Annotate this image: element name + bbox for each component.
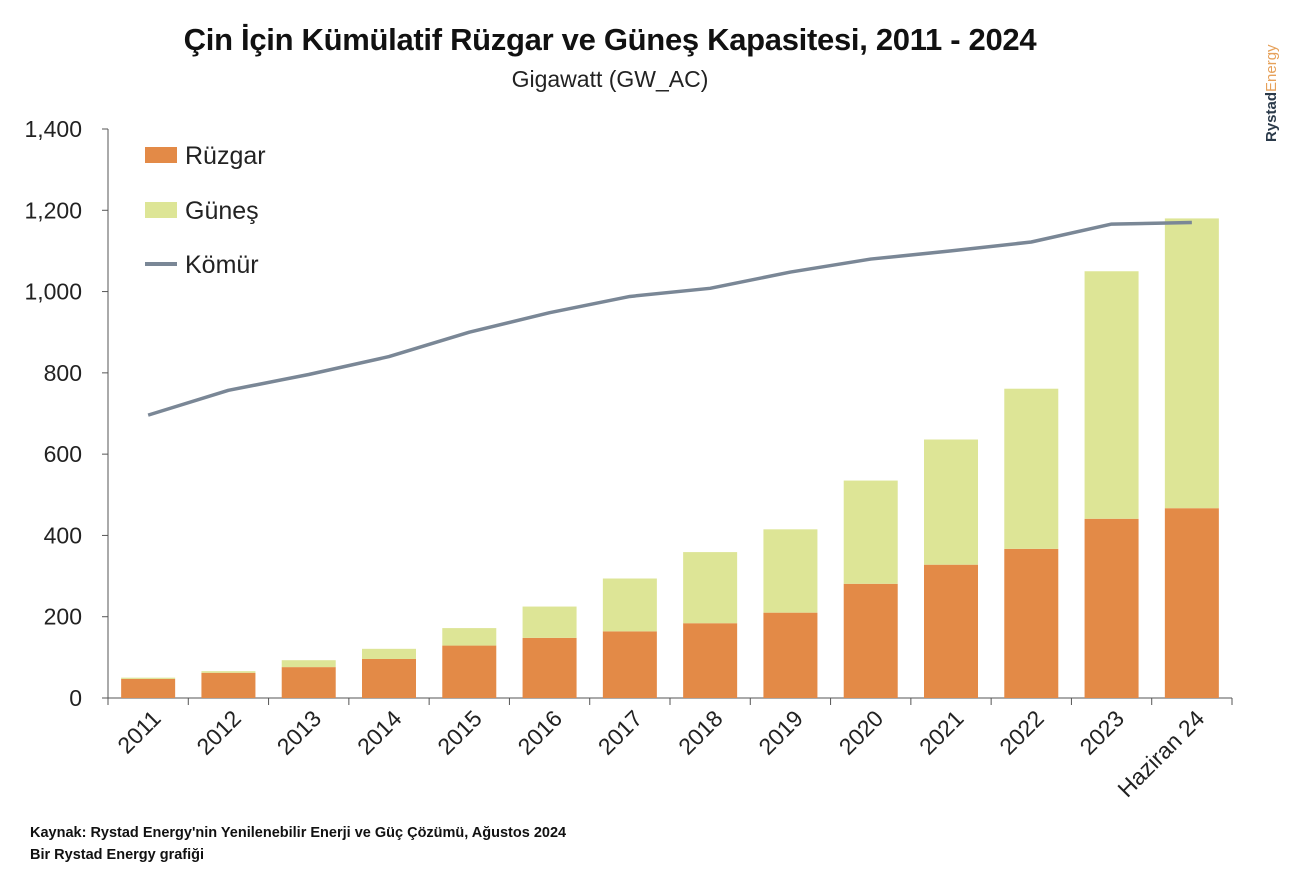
- bar-wind: [522, 637, 577, 698]
- bar-solar: [1164, 218, 1219, 509]
- bar-wind: [1004, 548, 1059, 698]
- bar-solar: [683, 552, 738, 624]
- legend-label: Kömür: [185, 251, 259, 279]
- y-tick-label: 200: [44, 604, 82, 630]
- x-tick-label: 2023: [1075, 705, 1130, 760]
- bar-solar: [201, 671, 256, 673]
- y-tick-label: 1,000: [24, 279, 82, 305]
- bar-solar: [763, 529, 818, 613]
- x-tick-label: 2017: [593, 705, 648, 760]
- brand-logo-bold: Rystad: [1263, 92, 1280, 142]
- bar-wind: [1164, 508, 1219, 698]
- chart-subtitle: Gigawatt (GW_AC): [511, 66, 709, 92]
- bar-wind: [602, 631, 657, 698]
- brand-logo-light: Energy: [1263, 44, 1280, 92]
- credit-note: Bir Rystad Energy grafiği: [30, 847, 205, 863]
- y-tick-label: 0: [69, 685, 82, 711]
- x-tick-label: 2022: [994, 705, 1049, 760]
- bar-wind: [843, 583, 898, 698]
- bar-wind: [442, 645, 497, 698]
- y-tick-label: 800: [44, 360, 82, 386]
- bar-wind: [683, 623, 738, 698]
- bar-wind: [201, 672, 256, 698]
- bar-wind: [362, 658, 416, 698]
- bar-solar: [442, 628, 497, 646]
- y-axis: 0 200 400 600 800 1,000 1,200 1,400: [24, 116, 109, 711]
- footer: Kaynak: Rystad Energy'nin Yenilenebilir …: [30, 822, 566, 866]
- source-note: Kaynak: Rystad Energy'nin Yenilenebilir …: [30, 825, 567, 841]
- legend-label: Rüzgar: [185, 142, 266, 170]
- x-tick-label: 2014: [352, 705, 407, 760]
- x-tick-label: Haziran 24: [1112, 705, 1209, 802]
- bar-solar: [281, 660, 336, 668]
- bar-solar: [1084, 271, 1139, 519]
- bar-solar: [362, 648, 416, 659]
- x-tick-label: 2019: [753, 705, 808, 760]
- bar-wind: [924, 564, 978, 698]
- y-tick-label: 1,200: [24, 197, 82, 223]
- x-tick-label: 2018: [673, 705, 728, 760]
- x-tick-label: 2013: [272, 705, 327, 760]
- bar-wind: [1084, 518, 1139, 698]
- brand-logo: RystadEnergy: [1263, 44, 1280, 142]
- x-tick-label: 2016: [513, 705, 568, 760]
- bar-solar: [522, 606, 577, 638]
- x-tick-label: 2012: [191, 705, 246, 760]
- coal-line: [147, 220, 1192, 417]
- x-tick-label: 2011: [112, 705, 165, 758]
- chart-title: Çin İçin Kümülatif Rüzgar ve Güneş Kapas…: [183, 22, 1037, 57]
- legend-label: Güneş: [185, 197, 259, 225]
- legend: Rüzgar Güneş Kömür: [145, 142, 266, 279]
- x-axis: 2011 2012 2013 2014 2015 2016 2017 2018 2019 2020…: [107, 697, 1233, 802]
- legend-swatch-solar: [145, 202, 177, 218]
- x-tick-label: 2021: [914, 705, 969, 760]
- x-tick-label: 2020: [834, 705, 889, 760]
- bar-series: [121, 218, 1219, 698]
- x-tick-label: 2015: [432, 705, 487, 760]
- y-tick-label: 1,400: [24, 116, 82, 142]
- bar-solar: [1004, 388, 1059, 549]
- y-tick-label: 400: [44, 522, 82, 548]
- legend-swatch-wind: [145, 147, 177, 163]
- bar-wind: [281, 667, 336, 698]
- y-tick-label: 600: [44, 441, 82, 467]
- line-series: [147, 220, 1192, 417]
- bar-wind: [763, 612, 818, 698]
- bar-solar: [602, 578, 657, 632]
- bar-wind: [121, 678, 176, 698]
- bar-solar: [924, 439, 978, 565]
- bar-solar: [121, 677, 176, 679]
- bar-solar: [843, 480, 898, 584]
- svg-text:RystadEnergy: RystadEnergy: [1263, 44, 1280, 142]
